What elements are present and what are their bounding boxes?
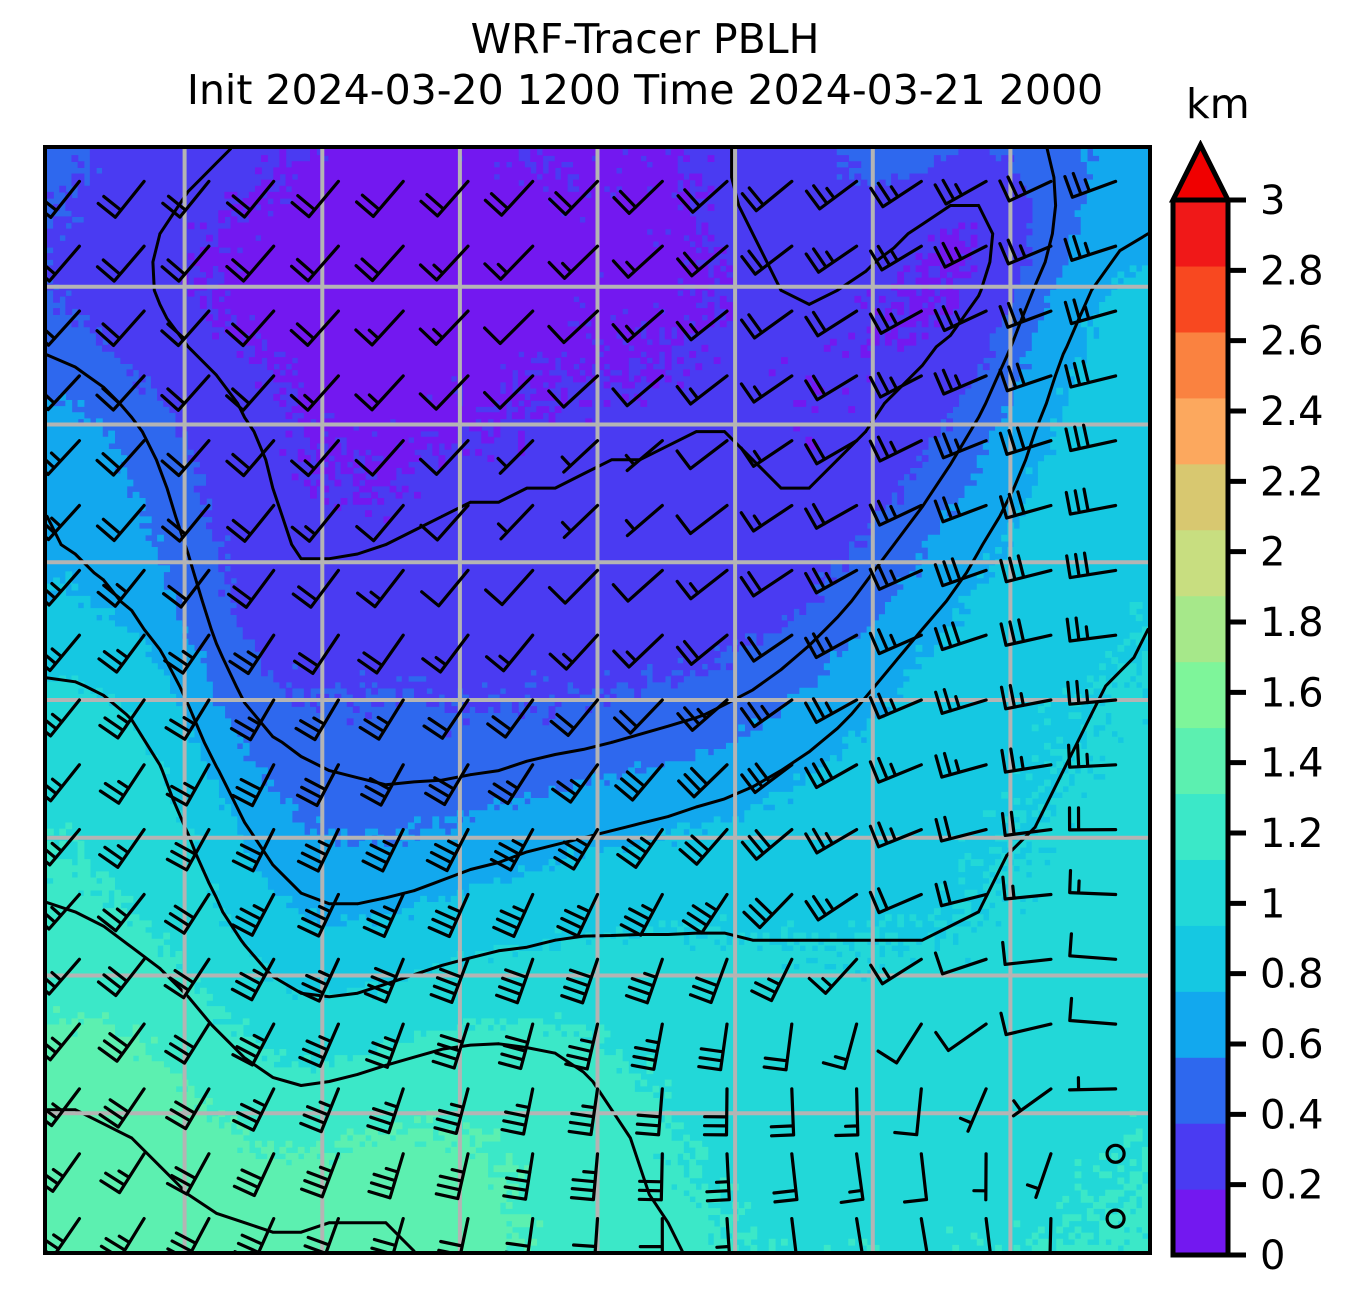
colorbar-tick-label: 0.8 [1260, 952, 1324, 998]
colorbar-tick-label: 0.6 [1260, 1022, 1324, 1068]
colorbar-tick-label: 2.4 [1260, 389, 1324, 435]
colorbar-tick-label: 0.2 [1260, 1163, 1324, 1209]
colorbar-tick-label: 2.8 [1260, 248, 1324, 294]
colorbar-tick-label: 3 [1260, 178, 1285, 224]
colorbar-tick-label: 1.2 [1260, 811, 1324, 857]
colorbar-tick-label: 0 [1260, 1233, 1285, 1279]
figure-subtitle: Init 2024-03-20 1200 Time 2024-03-21 200… [186, 66, 1104, 114]
page-title: WRF-Tracer PBLH [470, 15, 820, 63]
colorbar-tick-label: 0.4 [1260, 1092, 1324, 1138]
colorbar-tick-label: 2.6 [1260, 319, 1324, 365]
colorbar-tick-label: 2.2 [1260, 459, 1324, 505]
colorbar-tick-label: 1.4 [1260, 741, 1324, 787]
colorbar-tick-label: 2 [1260, 530, 1285, 576]
colorbar-tick-label: 1.8 [1260, 600, 1324, 646]
colorbar[interactable]: 3 2.8 2.6 2.4 2.2 2 1.8 1.6 1.4 1.2 1 0.8 0.6 0.4 0.2 0 [1160, 140, 1347, 1300]
figure-title-block: WRF-Tracer PBLH Init 2024-03-20 1200 Tim… [0, 14, 1290, 116]
colorbar-tick-label: 1.6 [1260, 670, 1324, 716]
colorbar-unit-label: km [1186, 80, 1250, 128]
wind-barb-layer [47, 171, 1126, 1251]
colorbar-tick-label: 1 [1260, 881, 1285, 927]
plot-area [43, 145, 1152, 1255]
